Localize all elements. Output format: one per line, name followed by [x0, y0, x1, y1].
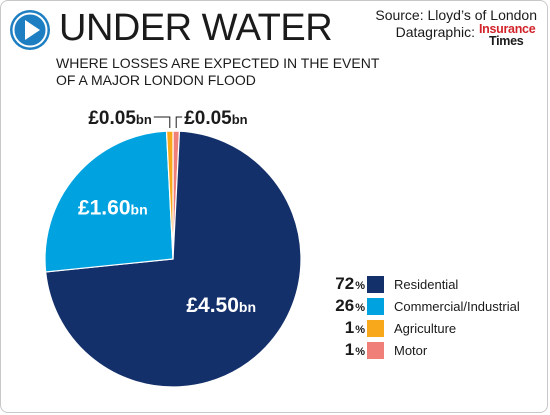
leader-line-motor [175, 116, 183, 128]
legend-percentage: 26% [335, 296, 365, 315]
chart-title: UNDER WATER [59, 7, 333, 49]
legend-label: Agriculture [394, 321, 457, 336]
legend-swatch [367, 342, 384, 359]
legend-swatch [367, 320, 384, 337]
legend-percentage: 72% [335, 274, 365, 293]
legend-percentage: 1% [344, 318, 365, 337]
data-label-agriculture: £0.05bn [88, 108, 151, 129]
play-icon [10, 10, 50, 50]
legend-swatch [367, 276, 384, 293]
data-label-commercial: £1.60bn [78, 196, 148, 219]
insurance-times-logo: Insurance Times [479, 22, 537, 48]
leader-line-agriculture [153, 116, 171, 128]
legend-swatch [367, 298, 384, 315]
data-label-motor: £0.05bn [184, 108, 247, 129]
chart-subtitle: WHERE LOSSES ARE EXPECTED IN THE EVENT O… [56, 55, 380, 88]
pie-slice-agriculture [165, 130, 174, 260]
legend-percentage: 1% [344, 340, 365, 359]
datagraphic-label: Datagraphic: [395, 24, 475, 40]
pie-slice-commercial [44, 130, 174, 273]
logo-line-2: Times [489, 34, 524, 48]
source-text: Source: Lloyd’s of London [375, 7, 537, 23]
legend-label: Motor [394, 343, 428, 358]
legend-label: Residential [394, 277, 459, 292]
data-label-residential: £4.50bn [186, 294, 256, 317]
logo-line-1: Insurance [479, 22, 536, 36]
legend-label: Commercial/Industrial [394, 299, 520, 314]
